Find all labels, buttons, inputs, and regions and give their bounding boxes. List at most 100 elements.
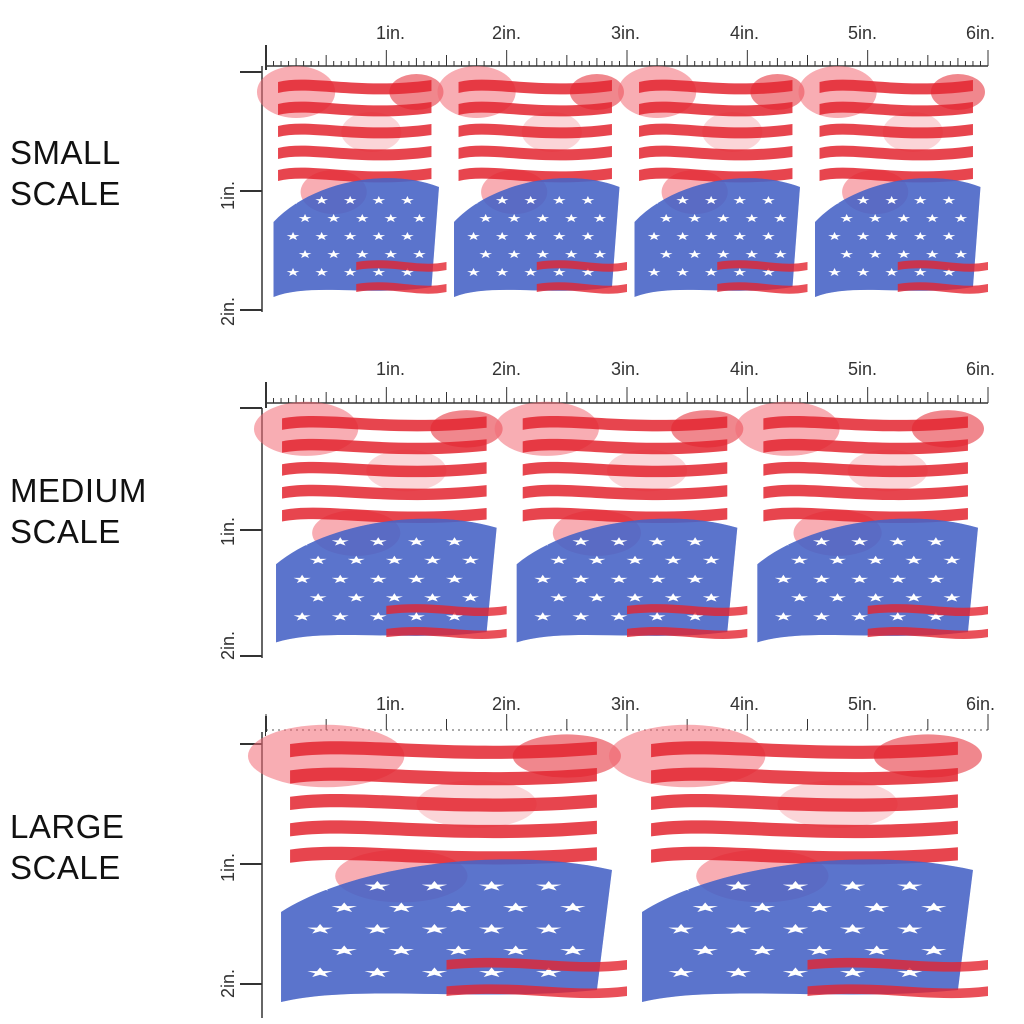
ruler-h-label: 5in. — [848, 359, 877, 379]
svg-text:★: ★ — [884, 230, 899, 243]
svg-text:★: ★ — [812, 610, 832, 623]
svg-text:★: ★ — [384, 591, 404, 604]
svg-text:★: ★ — [355, 212, 370, 225]
svg-text:★: ★ — [407, 535, 427, 548]
ruler-h-label: 2in. — [492, 694, 521, 714]
ruler-top: 1in. 2in. 3in. 4in. 5in. 6in. — [265, 23, 995, 70]
svg-text:★: ★ — [704, 230, 719, 243]
svg-text:★: ★ — [838, 922, 868, 937]
svg-text:★: ★ — [805, 944, 835, 959]
svg-text:★: ★ — [812, 535, 832, 548]
svg-text:★: ★ — [552, 230, 567, 243]
svg-text:★: ★ — [305, 965, 335, 980]
svg-text:★: ★ — [862, 944, 892, 959]
svg-text:★: ★ — [687, 212, 702, 225]
swatch-large: 1in. 2in. 3in. 4in. 5in. 6in. 1in. 2in. … — [218, 694, 995, 1020]
svg-text:★: ★ — [744, 212, 759, 225]
ruler-left: 1in. 2in. — [218, 732, 263, 1018]
svg-text:★: ★ — [461, 554, 481, 567]
svg-text:★: ★ — [368, 610, 388, 623]
svg-text:★: ★ — [461, 591, 481, 604]
scale-label-line1: LARGE — [10, 808, 125, 845]
ruler-h-label: 5in. — [848, 694, 877, 714]
svg-text:★: ★ — [444, 944, 474, 959]
svg-text:★: ★ — [371, 230, 386, 243]
svg-text:★: ★ — [913, 230, 928, 243]
svg-text:★: ★ — [571, 610, 591, 623]
svg-text:★: ★ — [368, 573, 388, 586]
svg-text:★: ★ — [286, 194, 301, 207]
ruler-h-label: 1in. — [376, 694, 405, 714]
svg-text:★: ★ — [564, 212, 579, 225]
svg-text:★: ★ — [647, 230, 662, 243]
ruler-h-label: 2in. — [492, 23, 521, 43]
svg-text:★: ★ — [647, 194, 662, 207]
svg-text:★: ★ — [609, 573, 629, 586]
scale-label-line1: MEDIUM — [10, 472, 147, 509]
fabric-print-medium: ★ ★ ★ ★ ★★ ★ ★ ★ ★★ ★ ★ ★ ★★ ★ ★ ★ ★★ ★ ★ ★ ★★ ★ ★ ★ ★★ ★ ★ ★ ★★ ★ ★ ★ ★… — [253, 401, 988, 658]
svg-text:★: ★ — [919, 900, 949, 915]
svg-text:★: ★ — [748, 944, 778, 959]
ruler-h-label: 6in. — [966, 23, 995, 43]
scale-label-medium: MEDIUM SCALE — [10, 470, 147, 552]
svg-text:★: ★ — [286, 230, 301, 243]
svg-text:★: ★ — [305, 879, 335, 894]
ruler-h-label: 4in. — [730, 23, 759, 43]
fabric-print-small: ★ ★ ★ ★ ★★ ★ ★ ★ ★★ ★ ★ ★ ★★ ★ ★ ★ ★★ ★ ★ ★ ★★ ★ ★ ★ ★★ ★ ★ ★ ★★ ★ ★ ★ ★… — [256, 66, 988, 312]
svg-text:★: ★ — [868, 248, 883, 261]
svg-text:★: ★ — [828, 554, 848, 567]
svg-text:★: ★ — [292, 610, 312, 623]
svg-text:★: ★ — [580, 230, 595, 243]
svg-text:★: ★ — [647, 266, 662, 279]
svg-text:★: ★ — [663, 554, 683, 567]
svg-text:★: ★ — [478, 212, 493, 225]
ruler-left: 1in. 2in. — [218, 407, 263, 660]
svg-text:★: ★ — [761, 194, 776, 207]
svg-text:★: ★ — [501, 900, 531, 915]
svg-text:★: ★ — [407, 573, 427, 586]
svg-text:★: ★ — [478, 248, 493, 261]
svg-text:★: ★ — [549, 591, 569, 604]
svg-text:★: ★ — [716, 212, 731, 225]
svg-text:★: ★ — [549, 554, 569, 567]
svg-text:★: ★ — [329, 900, 359, 915]
svg-text:★: ★ — [495, 266, 510, 279]
svg-text:★: ★ — [346, 591, 366, 604]
svg-text:★: ★ — [343, 266, 358, 279]
svg-text:★: ★ — [701, 591, 721, 604]
scale-label-line1: SMALL — [10, 134, 121, 171]
svg-text:★: ★ — [856, 266, 871, 279]
svg-text:★: ★ — [326, 212, 341, 225]
svg-text:★: ★ — [827, 194, 842, 207]
svg-text:★: ★ — [868, 212, 883, 225]
ruler-top: 1in. 2in. 3in. 4in. 5in. 6in. — [265, 694, 995, 736]
section-medium-scale: MEDIUM SCALE 1in. 2in. 3in. 4in. 5in. 6i… — [0, 340, 1024, 670]
ruler-h-label: 1in. — [376, 23, 405, 43]
svg-text:★: ★ — [761, 230, 776, 243]
svg-text:★: ★ — [723, 922, 753, 937]
ruler-v-label: 1in. — [218, 517, 238, 546]
svg-text:★: ★ — [850, 573, 870, 586]
svg-text:★: ★ — [675, 194, 690, 207]
svg-text:★: ★ — [587, 591, 607, 604]
svg-text:★: ★ — [534, 922, 564, 937]
ruler-left: 1in. 2in. — [218, 66, 263, 326]
svg-text:★: ★ — [495, 194, 510, 207]
svg-text:★: ★ — [716, 248, 731, 261]
svg-text:★: ★ — [805, 900, 835, 915]
svg-text:★: ★ — [862, 900, 892, 915]
svg-text:★: ★ — [609, 610, 629, 623]
pattern-tiles: ★ ★ ★ ★ ★★ ★ ★ ★ ★★ ★ ★ ★ ★★ ★ ★ ★ ★★ ★ ★ ★ ★★ ★ ★ ★ ★★ ★ ★ ★ ★★ ★ ★ ★ ★… — [256, 66, 988, 297]
svg-text:★: ★ — [781, 922, 811, 937]
scale-label-line2: SCALE — [10, 513, 121, 550]
svg-text:★: ★ — [587, 554, 607, 567]
svg-text:★: ★ — [647, 610, 667, 623]
svg-text:★: ★ — [685, 535, 705, 548]
svg-text:★: ★ — [685, 573, 705, 586]
svg-text:★: ★ — [558, 900, 588, 915]
svg-text:★: ★ — [941, 230, 956, 243]
svg-text:★: ★ — [781, 879, 811, 894]
svg-text:★: ★ — [552, 266, 567, 279]
ruler-v-label: 2in. — [218, 297, 238, 326]
svg-text:★: ★ — [387, 944, 417, 959]
